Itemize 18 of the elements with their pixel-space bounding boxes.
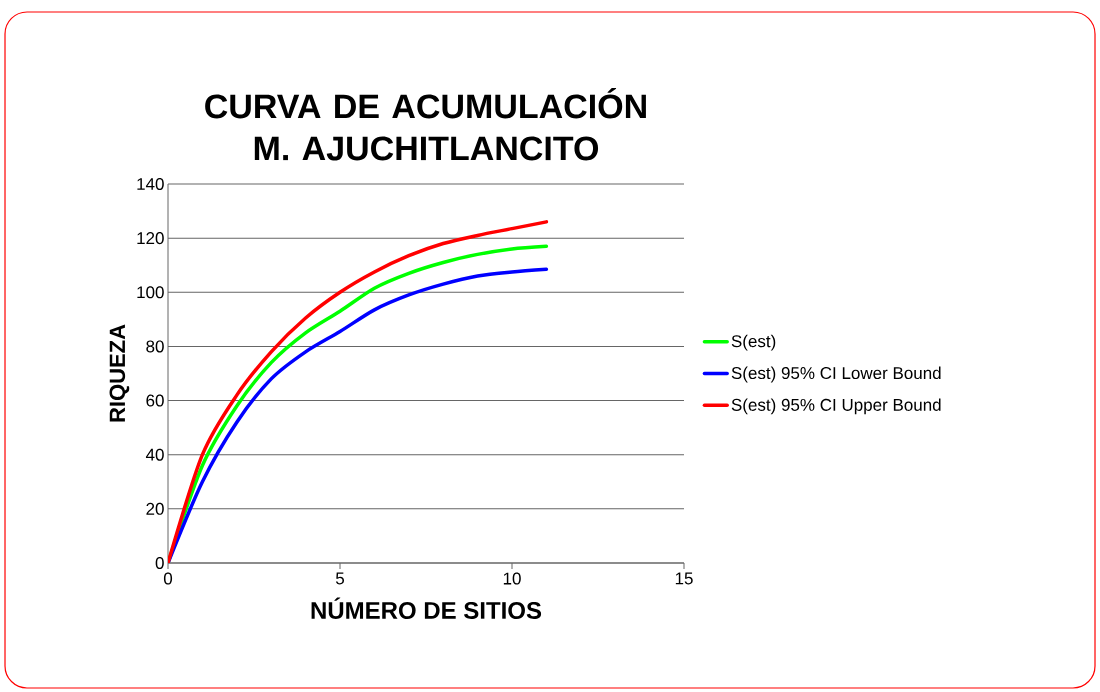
legend-label: S(est) bbox=[731, 334, 776, 351]
y-tick-label: 0 bbox=[155, 556, 164, 570]
y-tick-label: 60 bbox=[146, 394, 164, 407]
y-tick-label: 120 bbox=[137, 232, 164, 245]
x-tick-label: 0 bbox=[163, 572, 173, 585]
chart-title: CURVA DE ACUMULACIÓN M. AJUCHITLANCITO bbox=[205, 87, 646, 161]
y-tick-label: 20 bbox=[146, 502, 164, 515]
x-tick-label: 5 bbox=[335, 572, 345, 585]
y-tick-label: 80 bbox=[146, 340, 164, 353]
x-tick-label: 10 bbox=[503, 572, 521, 585]
y-tick-label: 140 bbox=[137, 177, 164, 191]
x-tick-label: 15 bbox=[675, 572, 693, 585]
x-axis-title: NÚMERO DE SITIOS bbox=[311, 597, 542, 619]
legend-label: S(est) 95% CI Upper Bound bbox=[731, 398, 941, 415]
legend-label: S(est) 95% CI Lower Bound bbox=[731, 366, 941, 383]
y-tick-label: 100 bbox=[137, 286, 164, 299]
y-tick-label: 40 bbox=[145, 448, 164, 461]
y-axis-title: RIQUEZA bbox=[109, 324, 130, 422]
